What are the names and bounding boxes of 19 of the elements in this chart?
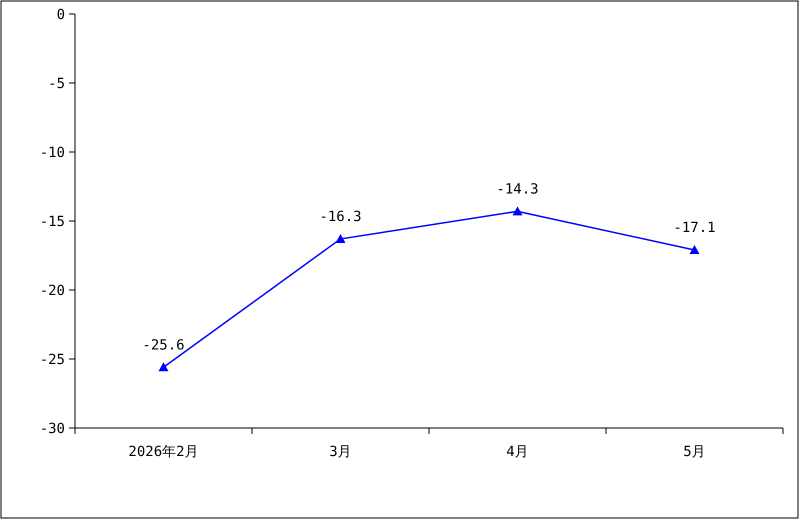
x-tick-label: 4月 [506, 444, 529, 460]
y-tick-label: -15 [40, 214, 65, 230]
x-tick-label: 5月 [683, 444, 706, 460]
point [158, 362, 168, 372]
x-tick-label: 3月 [329, 444, 352, 460]
data-label: -25.6 [142, 337, 185, 354]
y-tick-label: 0 [56, 7, 65, 23]
y-tick-label: -30 [40, 421, 65, 437]
data-label: -17.1 [673, 220, 716, 236]
y-tick-label: -10 [40, 145, 65, 161]
y-tick-label: -20 [40, 283, 65, 299]
x-tick-label: 2026年2月 [128, 444, 199, 460]
y-tick-label: -5 [48, 76, 65, 92]
point [336, 234, 346, 243]
data-label: -14.3 [496, 181, 539, 198]
data-label: -16.3 [319, 208, 362, 225]
point [690, 244, 700, 254]
y-tick-label: -25 [40, 352, 65, 368]
point [512, 206, 522, 216]
